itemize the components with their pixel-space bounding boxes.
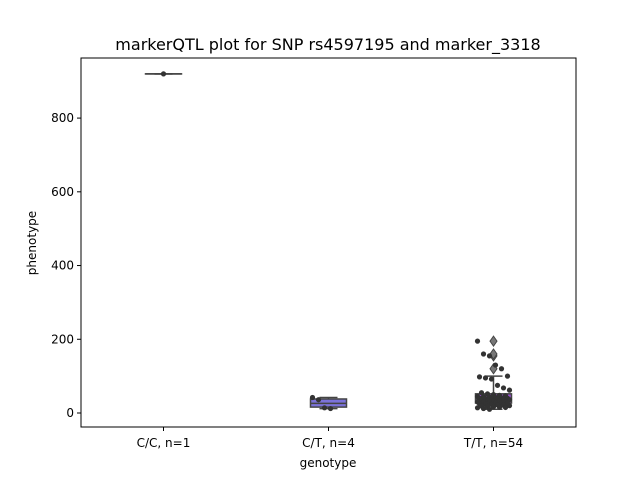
plot-frame	[80, 57, 577, 428]
strip-point	[474, 405, 481, 411]
y-tick-label: 600	[51, 185, 74, 199]
strip-point	[500, 385, 507, 391]
strip-point	[498, 366, 505, 372]
y-tick-label: 400	[51, 259, 74, 273]
x-axis-label: genotype	[300, 456, 357, 470]
x-tick-label: C/T, n=4	[302, 436, 355, 450]
y-axis-label: phenotype	[25, 211, 39, 275]
strip-point	[506, 387, 513, 393]
y-tick-label: 0	[66, 406, 74, 420]
strip-point	[496, 404, 503, 410]
y-tick-label: 200	[51, 332, 74, 346]
strip-point	[478, 390, 485, 396]
outlier	[489, 335, 498, 347]
strip-point	[309, 394, 316, 401]
strip-point	[482, 375, 489, 381]
strip-point	[480, 405, 487, 412]
strip-point	[476, 374, 483, 380]
strip-point	[327, 405, 334, 412]
strip-point	[474, 338, 481, 344]
y-tick-label: 800	[51, 111, 74, 125]
strip-point	[315, 397, 322, 403]
strip-point	[490, 404, 497, 410]
strip-point	[502, 404, 509, 411]
strip-point	[504, 373, 511, 379]
strip-point	[494, 382, 501, 388]
strip-point	[488, 376, 495, 382]
strip-point	[486, 406, 493, 412]
strip-point	[321, 405, 328, 411]
x-tick-label: C/C, n=1	[137, 436, 191, 450]
chart-title: markerQTL plot for SNP rs4597195 and mar…	[115, 35, 540, 55]
strip-point	[160, 71, 167, 77]
strip-point	[480, 351, 487, 357]
strip-point	[506, 403, 513, 409]
x-tick-label: T/T, n=54	[463, 436, 523, 450]
strip-point	[486, 353, 493, 359]
strip-point	[492, 362, 499, 368]
